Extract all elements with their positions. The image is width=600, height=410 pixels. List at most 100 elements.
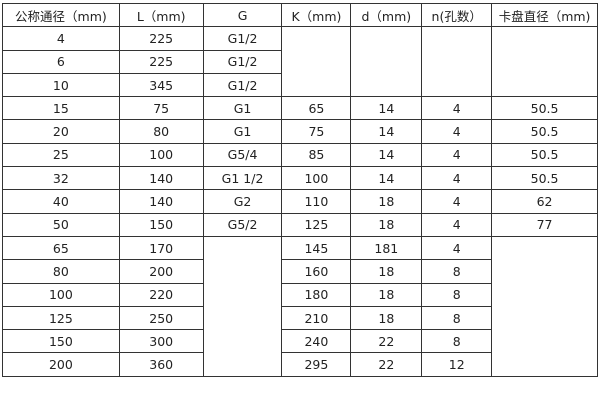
- cell-chuck-diameter: 50.5: [491, 119, 598, 144]
- table-row: 15 75 G1 65 14 4 50.5: [2, 96, 598, 121]
- cell-hole-count: 4: [421, 189, 493, 214]
- header-nominal-diameter: 公称通径（mm): [2, 2, 120, 28]
- cell-thread-g: G2: [202, 189, 283, 214]
- cell-nominal-diameter: 65: [2, 235, 120, 261]
- cell-thread-g: G1: [202, 96, 283, 121]
- table-row: 150 300 240 22 8: [2, 329, 598, 354]
- cell-length: 225: [118, 26, 204, 51]
- cell-thread-g: [202, 235, 283, 377]
- cell-k: 210: [281, 305, 352, 331]
- table-row: 65 170 145 181 4: [2, 235, 598, 377]
- cell-d: 14: [350, 119, 423, 144]
- cell-d: 22: [350, 352, 423, 377]
- header-length: L（mm): [118, 2, 204, 28]
- cell-hole-count: 4: [421, 119, 493, 144]
- cell-chuck-diameter: 62: [491, 189, 598, 214]
- cell-chuck-diameter: 50.5: [491, 142, 598, 168]
- header-hole-count: n(孔数）: [421, 2, 493, 28]
- cell-length: 140: [118, 166, 204, 191]
- cell-nominal-diameter: 6: [2, 49, 120, 74]
- cell-nominal-diameter: 50: [2, 212, 120, 237]
- cell-length: 360: [118, 352, 204, 377]
- cell-thread-g: G5/2: [202, 212, 283, 237]
- cell-nominal-diameter: 40: [2, 189, 120, 214]
- cell-length: 75: [118, 96, 204, 121]
- table-row: 32 140 G1 1/2 100 14 4 50.5: [2, 166, 598, 191]
- cell-nominal-diameter: 10: [2, 72, 120, 98]
- cell-length: 80: [118, 119, 204, 144]
- cell-d: [350, 26, 423, 98]
- cell-hole-count: 12: [421, 352, 493, 377]
- cell-length: 220: [118, 282, 204, 307]
- cell-length: 345: [118, 72, 204, 98]
- cell-length: 250: [118, 305, 204, 331]
- cell-length: 150: [118, 212, 204, 237]
- cell-hole-count: 4: [421, 96, 493, 121]
- header-chuck-diameter: 卡盘直径（mm): [491, 2, 598, 28]
- cell-k: 75: [281, 119, 352, 144]
- cell-k: 295: [281, 352, 352, 377]
- cell-hole-count: 8: [421, 329, 493, 354]
- cell-chuck-diameter: 50.5: [491, 166, 598, 191]
- cell-length: 225: [118, 49, 204, 74]
- cell-length: 170: [118, 235, 204, 261]
- cell-d: 14: [350, 96, 423, 121]
- header-row: 公称通径（mm) L（mm) G K（mm) d（mm) n(孔数） 卡盘直径（mm): [2, 2, 598, 28]
- header-thread-g: G: [202, 2, 283, 28]
- cell-k: 110: [281, 189, 352, 214]
- cell-nominal-diameter: 80: [2, 259, 120, 284]
- cell-hole-count: 8: [421, 305, 493, 331]
- cell-chuck-diameter: 50.5: [491, 96, 598, 121]
- table-row: 20 80 G1 75 14 4 50.5: [2, 119, 598, 144]
- table-row: 200 360 295 22 12: [2, 352, 598, 377]
- cell-nominal-diameter: 4: [2, 26, 120, 51]
- cell-d: 181: [350, 235, 423, 261]
- cell-k: 65: [281, 96, 352, 121]
- cell-thread-g: G1/2: [202, 26, 283, 51]
- table-row: 125 250 210 18 8: [2, 305, 598, 331]
- cell-hole-count: 4: [421, 142, 493, 168]
- cell-hole-count: 4: [421, 166, 493, 191]
- table-row: 40 140 G2 110 18 4 62: [2, 189, 598, 214]
- cell-thread-g: G1/2: [202, 72, 283, 98]
- cell-d: 14: [350, 166, 423, 191]
- cell-k: 240: [281, 329, 352, 354]
- cell-nominal-diameter: 25: [2, 142, 120, 168]
- cell-d: 22: [350, 329, 423, 354]
- cell-thread-g: G1/2: [202, 49, 283, 74]
- cell-k: 145: [281, 235, 352, 261]
- cell-k: 85: [281, 142, 352, 168]
- cell-k: [281, 26, 352, 98]
- table-row: 80 200 160 18 8: [2, 259, 598, 284]
- table-row: 50 150 G5/2 125 18 4 77: [2, 212, 598, 237]
- cell-chuck-diameter: [491, 235, 598, 377]
- header-d: d（mm): [350, 2, 423, 28]
- cell-hole-count: 4: [421, 212, 493, 237]
- cell-k: 100: [281, 166, 352, 191]
- cell-d: 18: [350, 305, 423, 331]
- cell-hole-count: 4: [421, 235, 493, 261]
- cell-k: 180: [281, 282, 352, 307]
- header-k: K（mm): [281, 2, 352, 28]
- table-row: 6 225 G1/2: [2, 49, 598, 74]
- cell-thread-g: G1: [202, 119, 283, 144]
- cell-d: 18: [350, 212, 423, 237]
- cell-thread-g: G1 1/2: [202, 166, 283, 191]
- cell-k: 125: [281, 212, 352, 237]
- cell-d: 18: [350, 282, 423, 307]
- cell-chuck-diameter: [491, 26, 598, 98]
- table-row: 25 100 G5/4 85 14 4 50.5: [2, 142, 598, 168]
- cell-length: 100: [118, 142, 204, 168]
- cell-d: 14: [350, 142, 423, 168]
- cell-chuck-diameter: 77: [491, 212, 598, 237]
- cell-nominal-diameter: 150: [2, 329, 120, 354]
- cell-nominal-diameter: 32: [2, 166, 120, 191]
- cell-length: 300: [118, 329, 204, 354]
- cell-nominal-diameter: 125: [2, 305, 120, 331]
- cell-length: 140: [118, 189, 204, 214]
- cell-length: 200: [118, 259, 204, 284]
- cell-thread-g: G5/4: [202, 142, 283, 168]
- cell-nominal-diameter: 200: [2, 352, 120, 377]
- cell-hole-count: [421, 26, 493, 98]
